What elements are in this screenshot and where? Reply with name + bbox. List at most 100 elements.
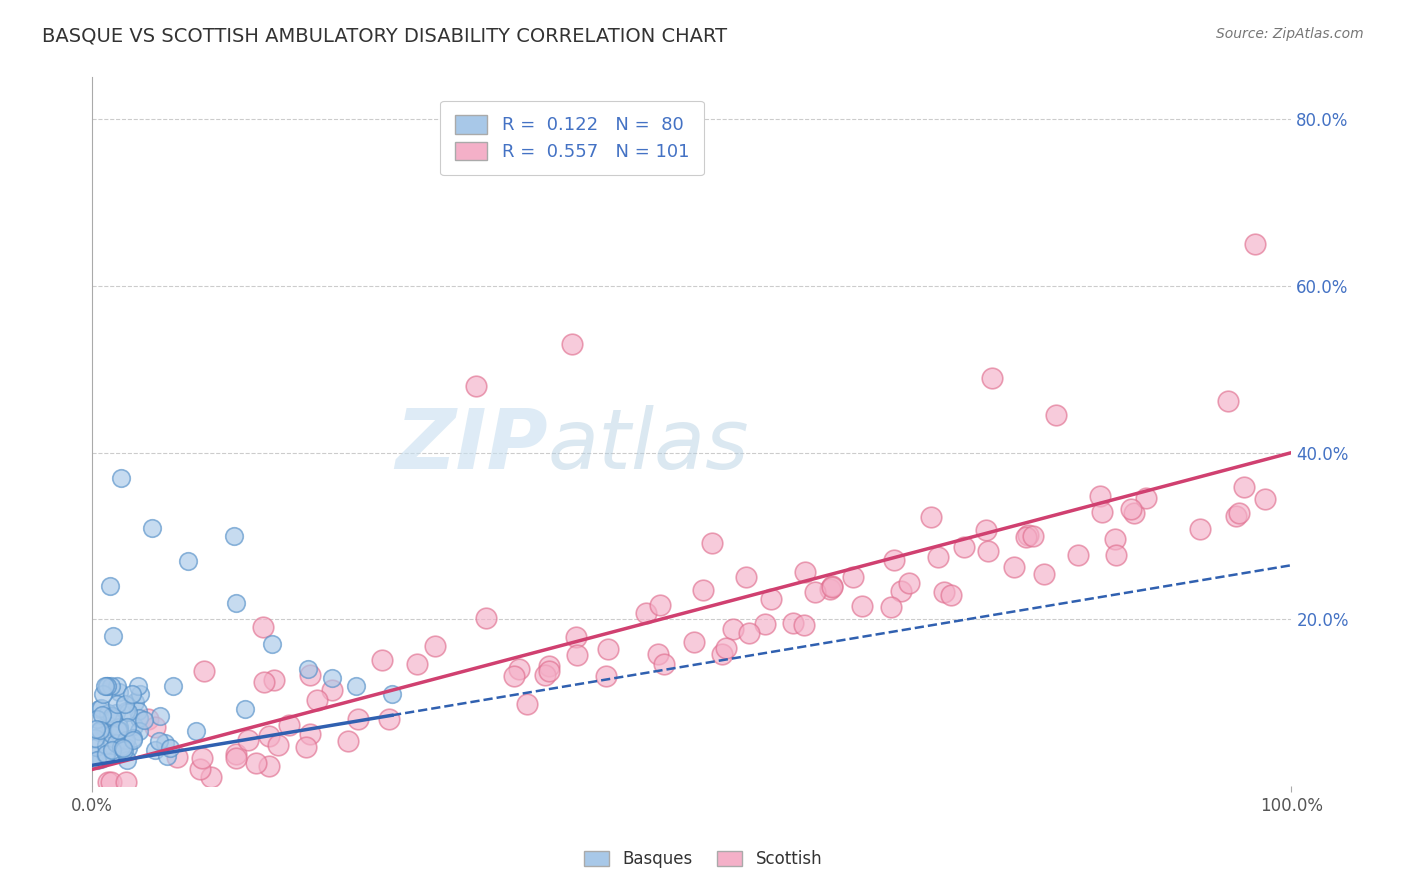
Point: [257, 729, 280, 743]
Point: [1104, 532, 1126, 546]
Point: [156, 749, 179, 764]
Point: [86, 753, 108, 767]
Point: [711, 647, 734, 661]
Point: [93, 747, 115, 761]
Point: [381, 688, 404, 702]
Point: [1225, 508, 1247, 523]
Point: [735, 569, 758, 583]
Point: [96, 679, 118, 693]
Point: [122, 731, 145, 745]
Point: [84, 740, 107, 755]
Point: [1067, 548, 1090, 562]
Point: [87, 725, 110, 739]
Point: [193, 664, 215, 678]
Point: [100, 775, 122, 789]
Point: [127, 704, 149, 718]
Point: [475, 611, 498, 625]
Point: [127, 679, 149, 693]
Point: [225, 751, 247, 765]
Point: [105, 698, 128, 712]
Point: [716, 640, 738, 655]
Point: [252, 620, 274, 634]
Point: [804, 585, 827, 599]
Point: [1032, 567, 1054, 582]
Point: [974, 523, 997, 537]
Point: [1017, 528, 1039, 542]
Point: [939, 588, 962, 602]
Point: [143, 720, 166, 734]
Point: [818, 582, 841, 597]
Point: [1216, 393, 1239, 408]
Point: [1022, 528, 1045, 542]
Point: [190, 751, 212, 765]
Point: [184, 724, 207, 739]
Point: [166, 749, 188, 764]
Point: [114, 697, 136, 711]
Point: [1045, 409, 1067, 423]
Point: [298, 727, 321, 741]
Point: [1227, 506, 1250, 520]
Point: [162, 679, 184, 693]
Point: [1135, 491, 1157, 506]
Point: [295, 739, 318, 754]
Point: [224, 529, 246, 543]
Point: [111, 740, 134, 755]
Point: [100, 742, 122, 756]
Point: [98, 579, 121, 593]
Point: [820, 579, 842, 593]
Point: [782, 615, 804, 630]
Point: [793, 617, 815, 632]
Point: [117, 705, 139, 719]
Point: [1091, 505, 1114, 519]
Point: [336, 734, 359, 748]
Point: [647, 647, 669, 661]
Point: [101, 709, 124, 723]
Point: [1119, 501, 1142, 516]
Point: [122, 719, 145, 733]
Point: [1233, 479, 1256, 493]
Point: [927, 549, 949, 564]
Point: [652, 657, 675, 672]
Point: [537, 658, 560, 673]
Point: [110, 740, 132, 755]
Point: [97, 706, 120, 721]
Point: [236, 732, 259, 747]
Point: [108, 721, 131, 735]
Point: [1004, 559, 1026, 574]
Point: [177, 554, 200, 568]
Point: [648, 599, 671, 613]
Legend: R =  0.122   N =  80, R =  0.557   N = 101: R = 0.122 N = 80, R = 0.557 N = 101: [440, 101, 703, 176]
Point: [136, 712, 159, 726]
Point: [636, 606, 658, 620]
Point: [101, 739, 124, 753]
Point: [897, 575, 920, 590]
Point: [344, 679, 367, 693]
Point: [128, 711, 150, 725]
Point: [851, 599, 873, 614]
Point: [90, 752, 112, 766]
Point: [1189, 522, 1212, 536]
Point: [84, 731, 107, 745]
Point: [104, 706, 127, 720]
Point: [371, 653, 394, 667]
Point: [1015, 530, 1038, 544]
Point: [692, 582, 714, 597]
Point: [263, 673, 285, 688]
Point: [700, 535, 723, 549]
Point: [880, 599, 903, 614]
Point: [405, 657, 427, 671]
Point: [233, 702, 256, 716]
Point: [564, 630, 586, 644]
Point: [1105, 548, 1128, 562]
Point: [932, 584, 955, 599]
Point: [188, 762, 211, 776]
Point: [94, 747, 117, 761]
Point: [683, 635, 706, 649]
Point: [321, 671, 343, 685]
Point: [101, 746, 124, 760]
Point: [124, 695, 146, 709]
Point: [821, 580, 844, 594]
Point: [91, 687, 114, 701]
Point: [952, 540, 974, 554]
Point: [89, 723, 111, 737]
